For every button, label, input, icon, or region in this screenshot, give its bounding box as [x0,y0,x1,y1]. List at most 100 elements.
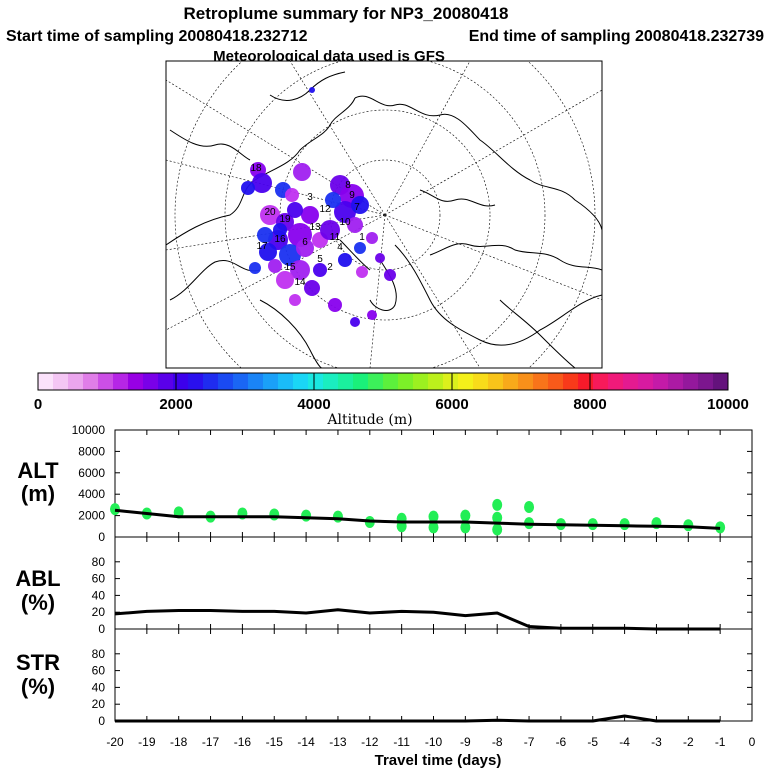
plume-dot [285,188,299,202]
colorbar-cell [698,373,714,390]
colorbar-cell [548,373,564,390]
xtick-label: -6 [556,735,567,749]
xtick-label: -18 [170,735,188,749]
alt-ytick-label: 6000 [78,466,105,480]
plume-dot [350,317,360,327]
plume-dot [351,196,369,214]
xtick-label: -7 [524,735,535,749]
colorbar-tick-label: 4000 [297,396,330,413]
plume-day-label: 13 [309,222,321,233]
str-ytick-label: 60 [92,664,106,678]
colorbar-cell [278,373,294,390]
colorbar-tick-label: 0 [34,396,42,413]
plume-dot [338,253,352,267]
alt-panel-unit: (m) [21,481,55,506]
alt-ytick-label: 4000 [78,487,105,501]
time-series-panels: ALT (m) ABL (%) STR (%) 1000080006000400… [15,423,756,769]
colorbar-cell [608,373,624,390]
str-panel-name: STR [16,650,60,675]
plume-dot [257,227,273,243]
colorbar-cell [293,373,309,390]
alt-scatter-point [428,521,439,534]
plume-dot [367,310,377,320]
xtick-label: -4 [619,735,630,749]
plume-dot [268,259,282,273]
xtick-label: -5 [587,735,598,749]
xtick-label: -16 [234,735,252,749]
colorbar-cell [218,373,234,390]
alt-scatter-point [428,510,439,523]
plume-day-label: 20 [264,207,276,218]
plume-day-label: 7 [354,202,360,213]
alt-ytick-label: 10000 [72,423,106,437]
xtick-label: -3 [651,735,662,749]
plume-day-label: 6 [302,237,308,248]
plume-dot [313,263,327,277]
xtick-label: -15 [266,735,284,749]
plume-day-label: 12 [319,204,331,215]
plume-dot [347,217,363,233]
alt-ytick-label: 0 [98,530,105,544]
plume-day-label: 1 [359,232,365,243]
colorbar-cell [368,373,384,390]
plume-day-label: 17 [256,241,268,252]
colorbar-cell [638,373,654,390]
figure-title: Retroplume summary for NP3_20080418 [183,4,508,23]
colorbar-cell [563,373,579,390]
alt-scatter-point [301,509,312,522]
colorbar-cell [53,373,69,390]
colorbar-cell [98,373,114,390]
plume-day-label: 10 [339,217,351,228]
str-ytick-label: 0 [98,714,105,728]
xtick-label: 0 [749,735,756,749]
colorbar-cell [668,373,684,390]
colorbar: 0 2000 4000 6000 8000 10000 Altitude (m) [34,372,749,428]
alt-series-line [114,508,721,530]
abl-ytick-label: 80 [92,555,106,569]
plume-dot [241,181,255,195]
colorbar-cell [458,373,474,390]
plume-dot [289,294,301,306]
xtick-label: -11 [393,735,410,749]
colorbar-cell [308,373,324,390]
plume-dot [259,243,277,261]
colorbar-cell [413,373,429,390]
xtick-label: -19 [138,735,156,749]
colorbar-cell [188,373,204,390]
plume-dot [309,87,315,93]
xtick-label: -10 [425,735,443,749]
plume-day-label: 18 [250,163,262,174]
alt-scatter-point [524,501,535,514]
plume-dot [260,205,280,225]
abl-panel-name: ABL [15,566,60,591]
alt-scatter-point [683,519,694,532]
xtick-label: -13 [329,735,347,749]
colorbar-cell [323,373,339,390]
abl-ytick-label: 20 [92,605,106,619]
abl-series-line [114,608,721,631]
plume-dot [356,266,368,278]
plume-dot [334,201,356,223]
colorbar-frame [37,372,729,391]
alt-scatter-point [492,523,503,536]
colorbar-cell [353,373,369,390]
plume-day-label: 8 [345,180,351,191]
abl-panel-frame [114,536,753,630]
colorbar-cell [683,373,699,390]
colorbar-cell [473,373,489,390]
end-time-label: End time of sampling 20080418.232739 [469,28,764,45]
colorbar-cell [593,373,609,390]
plume-day-label: 2 [327,262,333,273]
colorbar-cell [233,373,249,390]
x-axis-label: Travel time (days) [375,752,502,768]
plume-day-label: 5 [317,254,323,265]
alt-ytick-label: 8000 [78,444,105,458]
alt-panel-name: ALT [17,458,59,483]
colorbar-cell [443,373,459,390]
str-series-line [115,714,721,723]
str-panel-unit: (%) [21,674,55,699]
colorbar-cell [428,373,444,390]
plume-dot [273,223,287,237]
plume-dot [384,269,396,281]
